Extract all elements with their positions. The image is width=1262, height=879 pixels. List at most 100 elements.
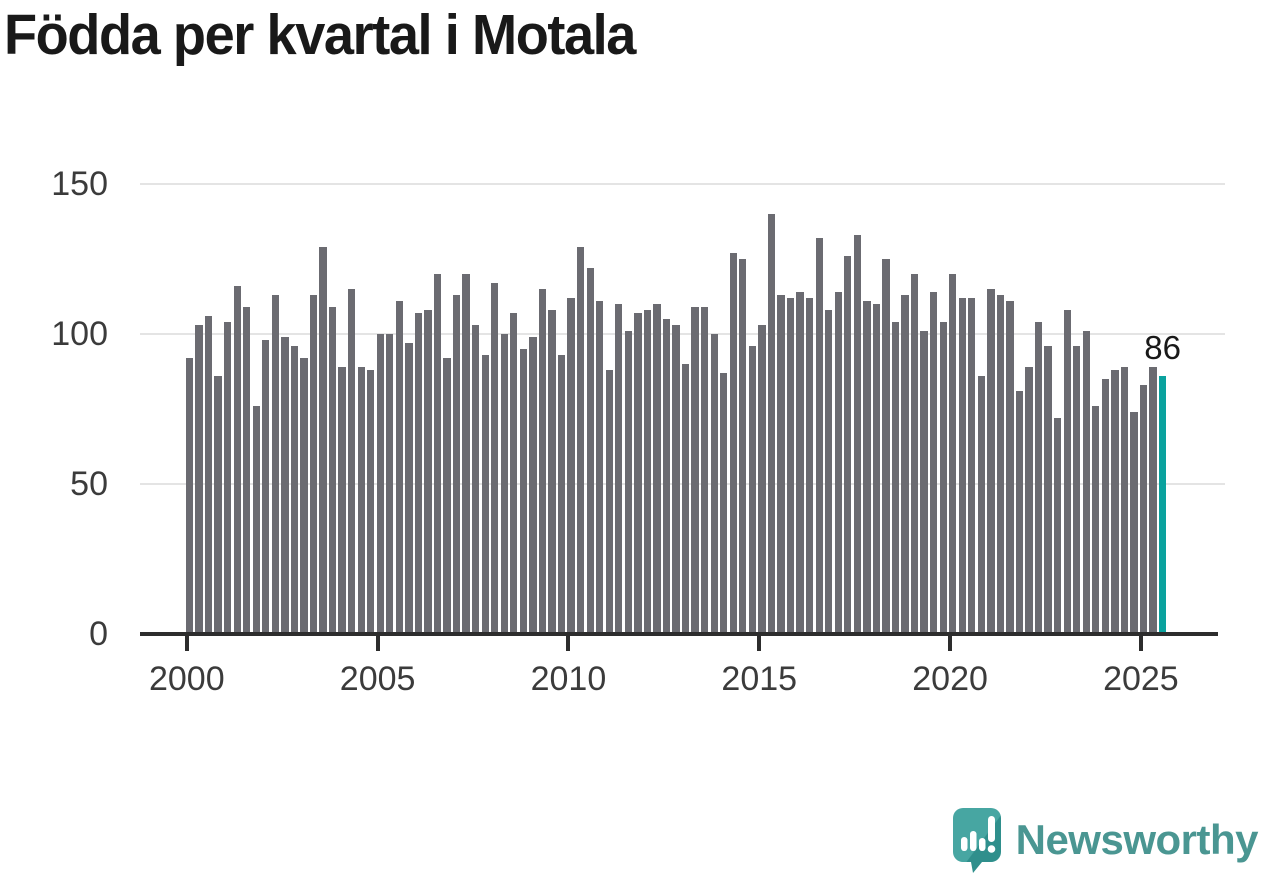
bar — [519, 349, 528, 634]
x-tick-2025 — [1138, 634, 1143, 651]
branding-name: Newsworthy — [1015, 816, 1259, 863]
y-axis-label-0: 0 — [89, 615, 108, 653]
bar — [204, 316, 213, 634]
highlight-value-label: 86 — [1144, 329, 1181, 367]
bar — [328, 307, 337, 634]
bar-highlight — [1158, 376, 1167, 634]
bar — [281, 337, 289, 634]
bar — [576, 247, 585, 634]
bar — [901, 295, 909, 634]
gridline-y-150 — [140, 183, 1225, 186]
bar — [786, 298, 795, 634]
bar — [309, 295, 318, 634]
bar — [338, 367, 346, 634]
chart-title: Födda per kvartal i Motala — [4, 3, 636, 67]
y-axis-label-100: 100 — [51, 315, 108, 354]
bar — [1120, 367, 1129, 634]
bar — [634, 313, 642, 634]
bar — [949, 274, 957, 634]
bar — [567, 298, 575, 634]
bar — [271, 295, 279, 634]
bar — [376, 334, 384, 634]
bar — [1063, 310, 1071, 634]
bar — [481, 355, 489, 634]
bar — [920, 331, 928, 634]
bar — [605, 370, 613, 634]
bar — [290, 346, 299, 634]
bar — [681, 364, 690, 634]
branding: Newsworthy — [951, 806, 1259, 874]
bar — [424, 310, 432, 634]
newsworthy-logo-icon — [952, 808, 1001, 873]
x-tick-2005 — [375, 634, 380, 651]
bar — [452, 295, 461, 634]
bar — [443, 358, 451, 634]
bar — [1054, 418, 1062, 634]
bar — [863, 301, 871, 634]
bar — [491, 283, 499, 634]
x-axis-label-2010: 2010 — [530, 660, 607, 698]
bar — [815, 238, 823, 634]
x-axis-label-2025: 2025 — [1103, 660, 1179, 698]
bar — [433, 274, 442, 634]
bar — [300, 358, 308, 634]
bar — [662, 319, 671, 634]
bar — [510, 313, 518, 634]
bar — [243, 307, 251, 634]
bar — [872, 304, 881, 634]
bar — [844, 256, 852, 634]
bar — [729, 253, 737, 634]
bar — [1092, 406, 1100, 634]
bar — [233, 286, 241, 634]
bar — [319, 247, 327, 634]
bar — [643, 310, 652, 634]
bar — [596, 301, 604, 634]
bar — [891, 322, 900, 634]
bar — [996, 295, 1005, 634]
bar — [185, 358, 194, 634]
bar — [1006, 301, 1014, 634]
bar — [395, 301, 403, 634]
bar — [748, 346, 757, 634]
bar — [347, 289, 356, 634]
x-axis-label-2020: 2020 — [912, 660, 988, 698]
bar — [615, 304, 623, 634]
bar — [195, 325, 203, 634]
bar — [500, 334, 508, 634]
bar — [796, 292, 804, 634]
bar — [1111, 370, 1119, 634]
x-tick-2010 — [566, 634, 571, 651]
bar — [767, 214, 776, 634]
bar — [701, 307, 709, 634]
bar — [529, 337, 537, 634]
bar — [987, 289, 995, 634]
bar — [262, 340, 270, 634]
x-axis-label-2005: 2005 — [339, 660, 416, 698]
x-tick-2015 — [757, 634, 762, 651]
bar — [252, 406, 260, 634]
bar — [672, 325, 680, 634]
x-axis-line — [140, 632, 1218, 636]
bar — [1034, 322, 1043, 634]
bar — [691, 307, 699, 634]
bar — [223, 322, 232, 634]
bar — [825, 310, 833, 634]
bar — [405, 343, 413, 634]
bar — [929, 292, 938, 634]
bar — [214, 376, 222, 634]
bar — [1082, 331, 1090, 634]
bar — [720, 373, 728, 634]
bar — [1101, 379, 1110, 634]
x-tick-2020 — [948, 634, 953, 651]
bar — [1139, 385, 1148, 634]
bar — [1044, 346, 1052, 634]
bar — [472, 325, 480, 634]
y-axis-label-150: 150 — [51, 165, 108, 204]
bar — [624, 331, 632, 634]
bar — [1025, 367, 1033, 634]
bar — [357, 367, 365, 634]
bar — [939, 322, 947, 634]
gridline-y-100 — [140, 333, 1225, 336]
